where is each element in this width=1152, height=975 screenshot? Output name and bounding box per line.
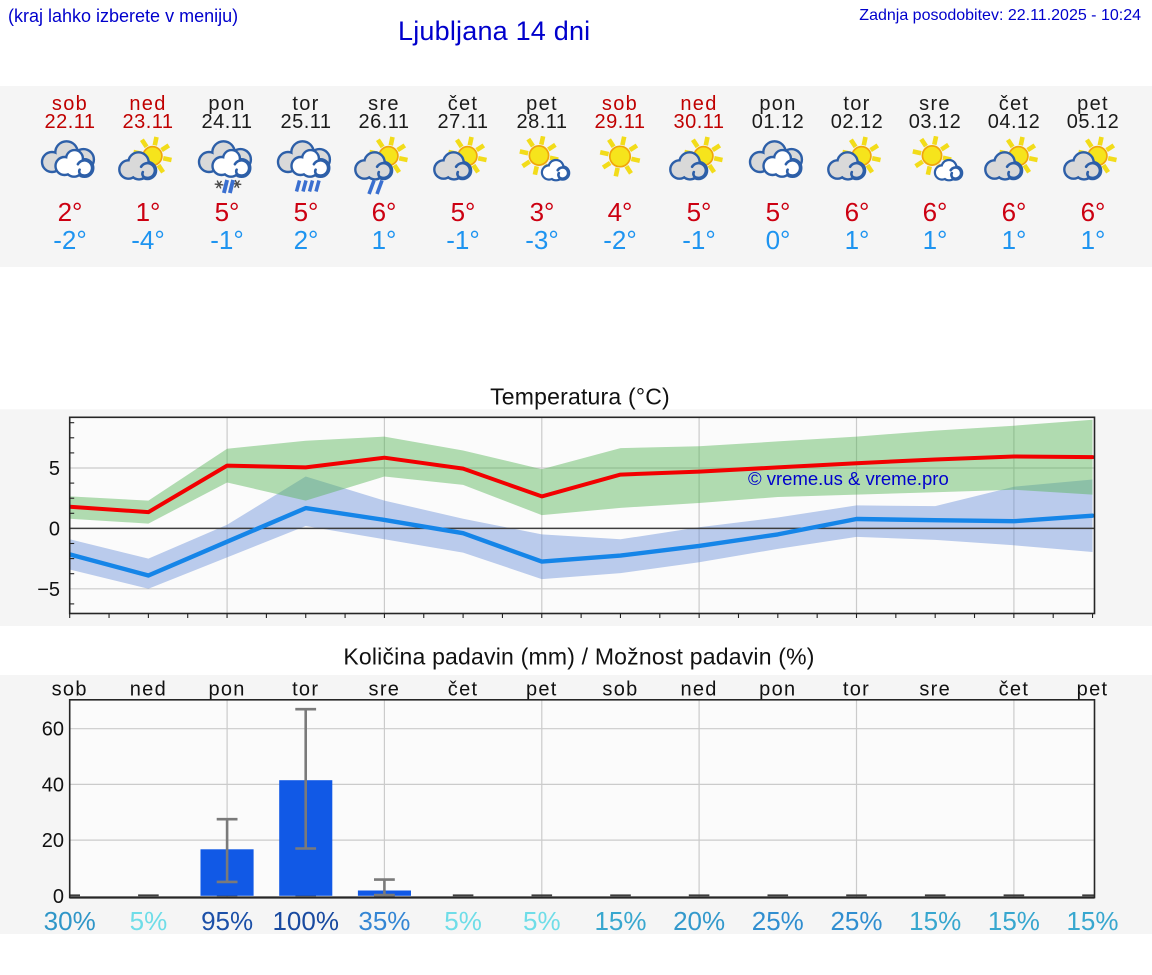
svg-text:95%: 95% — [201, 906, 253, 934]
svg-text:30%: 30% — [44, 906, 96, 934]
svg-text:15%: 15% — [909, 906, 961, 934]
svg-text:25%: 25% — [752, 906, 804, 934]
svg-text:0: 0 — [49, 518, 60, 540]
svg-text:5%: 5% — [523, 906, 561, 934]
svg-text:40: 40 — [42, 774, 64, 796]
svg-text:ned: ned — [680, 679, 717, 701]
svg-text:100%: 100% — [272, 906, 339, 934]
svg-text:35%: 35% — [358, 906, 410, 934]
svg-text:pon: pon — [759, 679, 796, 701]
svg-text:5%: 5% — [130, 906, 168, 934]
svg-text:15%: 15% — [988, 906, 1040, 934]
svg-text:sob: sob — [602, 679, 638, 701]
svg-text:čet: čet — [448, 679, 479, 701]
svg-text:0: 0 — [53, 886, 64, 908]
svg-text:−5: −5 — [37, 579, 60, 601]
svg-text:15%: 15% — [594, 906, 646, 934]
svg-text:pon: pon — [208, 679, 245, 701]
svg-text:tor: tor — [292, 679, 319, 701]
svg-text:tor: tor — [843, 679, 870, 701]
svg-text:ned: ned — [130, 679, 167, 701]
svg-text:čet: čet — [999, 679, 1030, 701]
svg-text:sre: sre — [919, 679, 951, 701]
svg-text:25%: 25% — [830, 906, 882, 934]
svg-text:5: 5 — [49, 458, 60, 480]
svg-text:Količina padavin (mm) / Možnos: Količina padavin (mm) / Možnost padavin … — [343, 644, 814, 670]
svg-text:60: 60 — [42, 719, 64, 741]
svg-text:15%: 15% — [1066, 906, 1118, 934]
svg-text:pet: pet — [526, 679, 558, 701]
svg-text:20: 20 — [42, 830, 64, 852]
svg-text:© vreme.us & vreme.pro: © vreme.us & vreme.pro — [748, 468, 949, 489]
svg-text:sre: sre — [369, 679, 401, 701]
svg-text:5%: 5% — [444, 906, 482, 934]
svg-text:pet: pet — [1077, 679, 1109, 701]
svg-text:20%: 20% — [673, 906, 725, 934]
svg-text:Temperatura (°C): Temperatura (°C) — [490, 384, 670, 410]
svg-text:sob: sob — [52, 679, 88, 701]
